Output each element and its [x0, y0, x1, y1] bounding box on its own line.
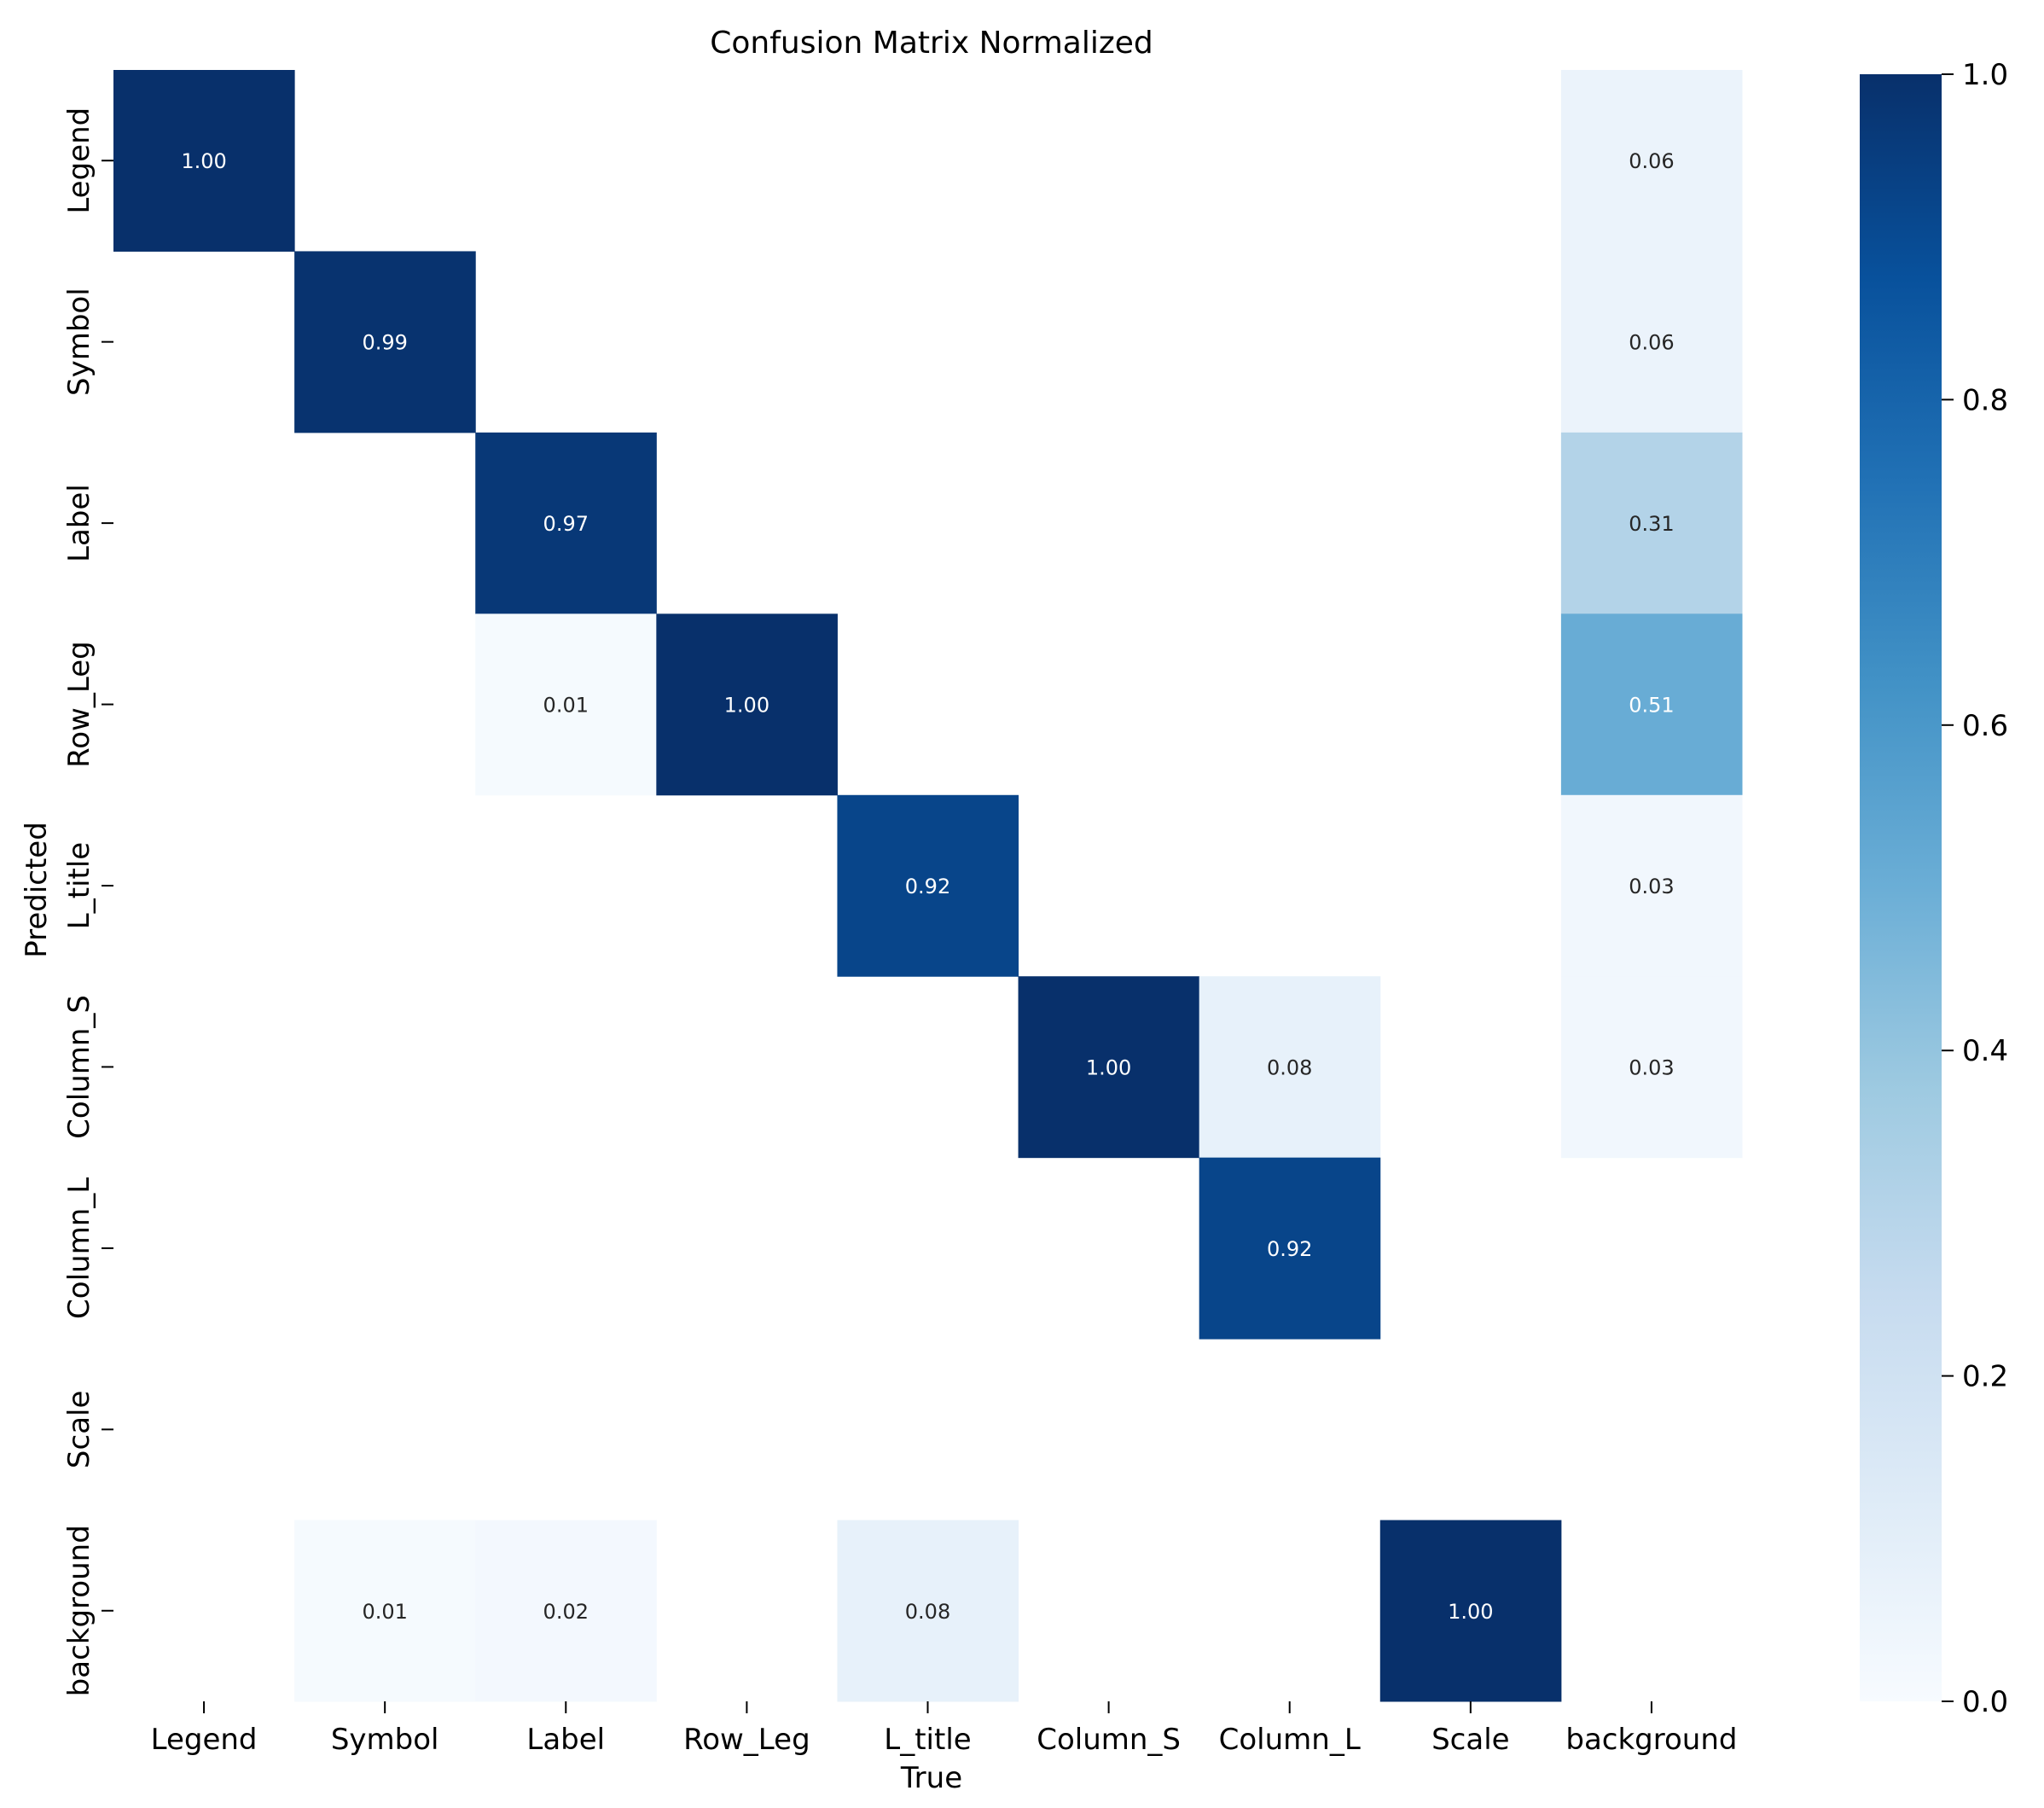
x-tick-label-scale: Scale	[1431, 1723, 1509, 1757]
heatmap-cell-row-leg-row-leg	[656, 613, 838, 796]
heatmap-cell-column-s-background	[1560, 976, 1743, 1159]
cell-value-label: 1.00	[724, 694, 769, 718]
x-tick-label-background: background	[1565, 1723, 1737, 1757]
cell-value-label: 1.00	[1448, 1600, 1493, 1624]
cell-value-label: 1.00	[1086, 1055, 1131, 1079]
colorbar-ticks: 0.0 0.2 0.4 0.6 0.8 1.0	[1942, 58, 2008, 1719]
heatmap-cells	[113, 70, 1743, 1702]
x-tick-label-symbol: Symbol	[331, 1723, 439, 1757]
y-tick-label-background: background	[62, 1525, 96, 1696]
heatmap-cell-symbol-symbol	[294, 251, 476, 433]
y-tick-label-l-title: L_title	[62, 842, 96, 929]
y-tick-label-row-leg: Row_Leg	[62, 641, 96, 768]
colorbar-tick-label: 0.8	[1962, 383, 2008, 417]
colorbar-tick-label: 0.2	[1962, 1360, 2008, 1394]
heatmap-cell-l-title-background	[1560, 794, 1743, 977]
y-tick-label-label: Label	[62, 484, 96, 562]
y-axis-ticks: Legend Symbol Label Row_Leg L_title Column_S C…	[62, 108, 113, 1696]
heatmap-cell-column-s-column-l	[1199, 976, 1381, 1159]
x-tick-label-legend: Legend	[151, 1723, 258, 1757]
heatmap-cell-l-title-l-title	[837, 794, 1019, 977]
y-tick-label-symbol: Symbol	[62, 288, 96, 396]
heatmap-cell-label-background	[1560, 432, 1743, 614]
heatmap-cell-labels: 1.00 0.06 0.99 0.06 0.97 0.31 0.01 1.00 0.51 0.92…	[181, 149, 1674, 1624]
colorbar	[1860, 74, 1942, 1701]
cell-value-label: 0.92	[905, 875, 950, 898]
heatmap-cell-symbol-background	[1560, 251, 1743, 433]
x-tick-label-column-l: Column_L	[1219, 1723, 1361, 1757]
x-axis-ticks: Legend Symbol Label Row_Leg L_title Column_S C…	[151, 1701, 1737, 1757]
heatmap-cell-background-label	[475, 1520, 657, 1702]
heatmap-cell-background-symbol	[294, 1520, 476, 1702]
cell-value-label: 0.03	[1629, 875, 1674, 898]
cell-value-label: 0.06	[1629, 331, 1674, 355]
y-tick-label-column-l: Column_L	[62, 1177, 96, 1319]
cell-value-label: 0.08	[1267, 1055, 1312, 1079]
cell-value-label: 0.99	[362, 331, 407, 355]
x-axis-label: True	[900, 1761, 962, 1795]
x-tick-label-column-s: Column_S	[1037, 1723, 1181, 1757]
cell-value-label: 0.92	[1267, 1237, 1312, 1261]
chart-title: Confusion Matrix Normalized	[710, 26, 1153, 61]
heatmap-cell-label-label	[475, 432, 657, 614]
colorbar-tick-label: 0.4	[1962, 1034, 2008, 1068]
cell-value-label: 0.06	[1629, 149, 1674, 173]
cell-value-label: 0.01	[362, 1600, 407, 1624]
heatmap-cell-row-leg-background	[1560, 613, 1743, 796]
colorbar-tick-label: 0.6	[1962, 709, 2008, 743]
cell-value-label: 0.51	[1629, 694, 1674, 718]
colorbar-tick-label: 1.0	[1962, 58, 2008, 92]
heatmap-cell-column-s-column-s	[1018, 976, 1200, 1159]
cell-value-label: 0.97	[543, 512, 589, 536]
x-tick-label-l-title: L_title	[884, 1723, 971, 1757]
cell-value-label: 0.02	[543, 1600, 589, 1624]
colorbar-tick-label: 0.0	[1962, 1685, 2008, 1719]
y-tick-label-legend: Legend	[62, 108, 96, 214]
heatmap-cell-row-leg-label	[475, 613, 657, 796]
heatmap-cell-legend-legend	[113, 70, 295, 252]
x-tick-label-row-leg: Row_Leg	[683, 1723, 810, 1757]
heatmap-cell-background-l-title	[837, 1520, 1019, 1702]
cell-value-label: 0.03	[1629, 1055, 1674, 1079]
y-tick-label-scale: Scale	[62, 1391, 96, 1468]
y-tick-label-column-s: Column_S	[62, 995, 96, 1139]
cell-value-label: 0.31	[1629, 512, 1674, 536]
heatmap-cell-legend-background	[1560, 70, 1743, 252]
x-tick-label-label: Label	[526, 1723, 605, 1757]
heatmap-cell-background-scale	[1379, 1520, 1562, 1702]
heatmap-cell-column-l-column-l	[1199, 1157, 1381, 1340]
cell-value-label: 0.01	[543, 694, 589, 718]
y-axis-label: Predicted	[20, 822, 54, 958]
cell-value-label: 1.00	[181, 149, 226, 173]
cell-value-label: 0.08	[905, 1600, 950, 1624]
